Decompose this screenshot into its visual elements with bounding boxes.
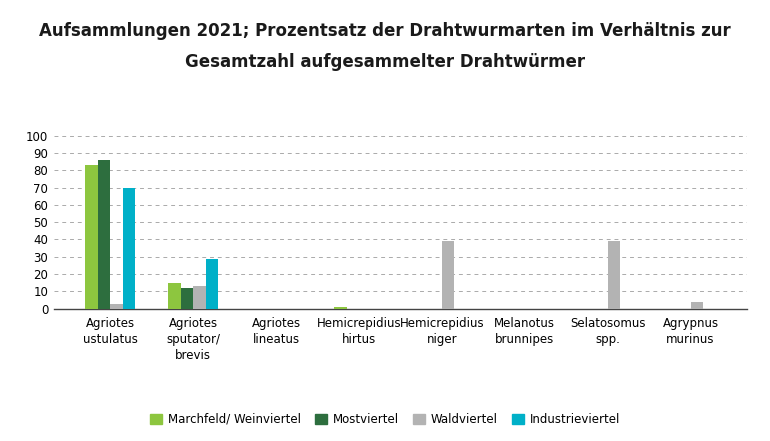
Bar — [181, 288, 193, 309]
Bar — [122, 187, 136, 309]
Bar — [85, 165, 98, 309]
Bar — [442, 241, 454, 309]
Bar — [206, 258, 218, 309]
Text: Gesamtzahl aufgesammelter Drahtwürmer: Gesamtzahl aufgesammelter Drahtwürmer — [185, 53, 585, 71]
Bar — [98, 160, 110, 309]
Bar — [691, 302, 703, 309]
Text: Aufsammlungen 2021; Prozentsatz der Drahtwurmarten im Verhältnis zur: Aufsammlungen 2021; Prozentsatz der Drah… — [39, 22, 731, 40]
Bar — [193, 286, 206, 309]
Bar — [169, 283, 181, 309]
Bar — [608, 241, 620, 309]
Legend: Marchfeld/ Weinviertel, Mostviertel, Waldviertel, Industrieviertel: Marchfeld/ Weinviertel, Mostviertel, Wal… — [146, 408, 624, 431]
Bar — [110, 303, 122, 309]
Bar — [334, 307, 346, 309]
